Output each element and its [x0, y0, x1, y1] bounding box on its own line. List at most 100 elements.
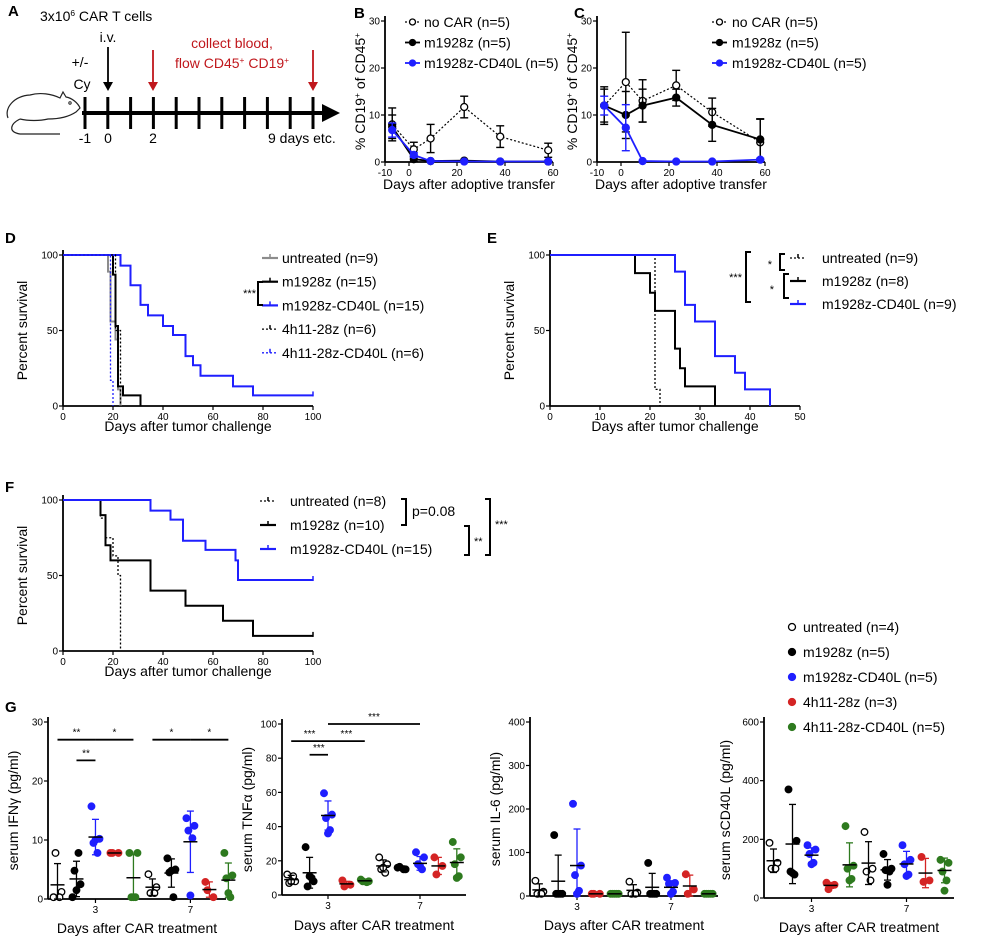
x-tick-label: 40 [711, 168, 723, 179]
group-2 [569, 799, 679, 898]
data-point [784, 785, 793, 794]
y-tick-label: 100 [508, 848, 525, 859]
data-point [841, 822, 850, 831]
y-tick-label: 0 [37, 895, 43, 906]
data-point [74, 849, 83, 857]
x-tick-label: 60 [207, 657, 219, 668]
data-point [672, 157, 681, 166]
survival-curve [63, 499, 122, 651]
significance-bracket [745, 251, 751, 303]
legend-label: 4h11-28z (n=3) [803, 694, 897, 710]
data-point [51, 849, 60, 857]
x-tick-label: 20 [451, 168, 463, 179]
y-tick-label: 0 [586, 158, 592, 169]
legend-label: no CAR (n=5) [424, 14, 510, 30]
legend-label: m1928z-CD40L (n=5) [732, 55, 867, 71]
x-axis-title: Days after adoptive transfer [383, 176, 555, 192]
data-point [860, 828, 869, 836]
y-tick-label: 200 [508, 805, 525, 816]
group-4 [606, 889, 717, 898]
y-tick-label: 0 [271, 891, 277, 902]
y-tick-label: 30 [581, 17, 593, 28]
x-tick-label: 20 [107, 412, 119, 423]
data-point [460, 102, 469, 112]
timeline-label: 0 [104, 130, 112, 146]
y-tick-label: 100 [528, 251, 545, 262]
panel-letter: A [8, 3, 19, 20]
data-point [708, 157, 717, 166]
y-tick-label: 200 [742, 835, 759, 846]
y-tick-label: 0 [753, 894, 759, 905]
x-tick-label: 100 [305, 412, 322, 423]
legend-marker [787, 647, 797, 657]
blood-draw-arrowhead-icon [308, 82, 318, 91]
legend-label: no CAR (n=5) [732, 14, 818, 30]
survival-curve [550, 254, 661, 406]
panel-f-chart: 0 50 100 0 20 40 60 80 100 Days after tumor chall… [14, 493, 509, 679]
data-point [708, 120, 717, 130]
y-tick-label: 50 [47, 571, 59, 582]
legend-label: m1928z (n=8) [822, 273, 909, 289]
panel-letter: G [5, 699, 17, 716]
y-tick-label: 0 [374, 158, 380, 169]
group-3 [587, 870, 698, 898]
survival-curve [63, 254, 122, 406]
data-point [496, 132, 505, 141]
data-point [644, 858, 653, 867]
data-point [456, 853, 465, 862]
y-axis-title-part: Percent survival [501, 281, 517, 381]
injection-title: 3x106 CAR T cells [40, 8, 152, 24]
legend-label: m1928z-CD40L (n=5) [424, 55, 559, 71]
legend-label: m1928z-CD40L (n=9) [822, 296, 957, 312]
flow-label-part: + [284, 55, 289, 65]
data-point [324, 829, 332, 838]
x-tick-label: 7 [417, 901, 423, 912]
data-point [879, 850, 888, 858]
y-tick-label: 0 [52, 402, 58, 413]
data-point [868, 864, 877, 873]
survival-curve [63, 499, 313, 637]
y-tick-label: 60 [266, 788, 278, 799]
y-tick-label: 20 [581, 64, 593, 75]
group-0 [531, 876, 642, 898]
legend-label: untreated (n=4) [803, 619, 899, 635]
y-axis-title-part: of CD45 [352, 38, 368, 93]
y-axis-title-part: serum IFNγ (pg/ml) [5, 751, 21, 871]
significance-label: ** [474, 536, 483, 548]
y-tick-label: 30 [369, 17, 381, 28]
legend-label: m1928z (n=5) [424, 35, 511, 51]
y-axis-title-part: + [352, 93, 362, 98]
significance-bracket [257, 281, 263, 306]
data-point [672, 93, 681, 102]
data-point [328, 810, 336, 819]
survival-curve [63, 499, 313, 582]
y-axis-title-part: % CD19 [564, 98, 580, 150]
data-point [125, 849, 134, 857]
legend-label: m1928z-CD40L (n=15) [290, 541, 432, 557]
survival-curve [63, 254, 122, 406]
timeline-label: -1 [79, 130, 92, 146]
x-tick-label: 20 [644, 412, 656, 423]
flow-label-part: + [240, 55, 245, 65]
panel-letter: F [5, 479, 14, 496]
y-axis-title: serum sCD40L (pg/ml) [717, 740, 733, 880]
y-axis-title: % CD19+ of CD45+ [564, 33, 580, 150]
x-tick-label: 7 [668, 902, 674, 913]
y-axis-title-part: of CD45 [564, 38, 580, 93]
data-point [320, 789, 328, 798]
series-2 [388, 122, 553, 166]
y-tick-label: 400 [508, 718, 525, 729]
y-axis-title-part: Percent survival [14, 526, 30, 626]
panel-g4-chart: 0 200 400 600 3 7 Days after CAR treatment seru… [717, 717, 954, 935]
x-tick-label: 60 [207, 412, 219, 423]
significance-bracket [464, 525, 470, 556]
legend-marker [715, 59, 724, 67]
x-axis-title: Days after CAR treatment [294, 917, 454, 933]
legend-label: untreated (n=9) [282, 250, 378, 266]
panel-a-timeline: -1 0 2 9 days etc. 3x106 CAR T cells i.v. +/- C… [6, 8, 340, 146]
significance-label: *** [341, 729, 353, 740]
x-tick-label: 80 [257, 657, 269, 668]
x-axis-title: Days after CAR treatment [544, 917, 704, 933]
data-point [672, 81, 681, 90]
